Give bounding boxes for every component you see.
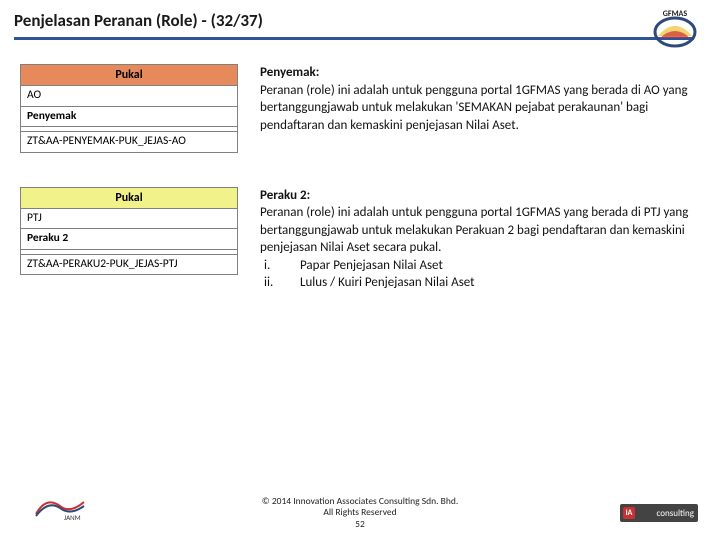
role-box-header: Pukal — [20, 187, 238, 209]
role-line: Penyemak — [20, 107, 238, 128]
role-line: PTJ — [20, 209, 238, 230]
role-description: Penyemak: Peranan (role) ini adalah untu… — [260, 64, 700, 153]
page-number: 52 — [0, 519, 720, 530]
desc-body: Peranan (role) ini adalah untuk pengguna… — [260, 205, 688, 255]
slide-header: Penjelasan Peranan (Role) - (32/37) GFMA… — [0, 0, 720, 46]
desc-title: Penyemak: — [260, 65, 319, 80]
gfmas-logo: GFMAS — [648, 6, 702, 50]
role-row: Pukal AO Penyemak ZT&AA-PENYEMAK-PUK_JEJ… — [20, 64, 700, 153]
role-box-header: Pukal — [20, 64, 238, 86]
role-line: Peraku 2 — [20, 229, 238, 250]
ia-consulting-logo: iA consulting — [620, 504, 698, 522]
desc-title: Peraku 2: — [260, 188, 310, 203]
role-row: Pukal PTJ Peraku 2 ZT&AA-PERAKU2-PUK_JEJ… — [20, 187, 700, 292]
role-box-penyemak: Pukal AO Penyemak ZT&AA-PENYEMAK-PUK_JEJ… — [20, 64, 238, 153]
sublist-text: Lulus / Kuiri Penjejasan Nilai Aset — [300, 274, 475, 292]
slide-title: Penjelasan Peranan (Role) - (32/37) — [14, 10, 706, 31]
ia-text: consulting — [657, 508, 695, 519]
role-line: ZT&AA-PENYEMAK-PUK_JEJAS-AO — [20, 132, 238, 153]
sublist-index: ii. — [264, 274, 300, 292]
title-underline — [14, 37, 694, 40]
sublist-item: ii. Lulus / Kuiri Penjejasan Nilai Aset — [264, 274, 700, 292]
role-box-peraku2: Pukal PTJ Peraku 2 ZT&AA-PERAKU2-PUK_JEJ… — [20, 187, 238, 292]
content-area: Pukal AO Penyemak ZT&AA-PENYEMAK-PUK_JEJ… — [0, 46, 720, 292]
desc-body: Peranan (role) ini adalah untuk pengguna… — [260, 83, 688, 133]
footer: © 2014 Innovation Associates Consulting … — [0, 496, 720, 530]
role-line: AO — [20, 86, 238, 107]
role-line: ZT&AA-PERAKU2-PUK_JEJAS-PTJ — [20, 255, 238, 276]
sublist-text: Papar Penjejasan Nilai Aset — [300, 257, 443, 275]
copyright-line2: All Rights Reserved — [0, 507, 720, 518]
ia-mark: iA — [623, 507, 635, 519]
svg-text:GFMAS: GFMAS — [663, 9, 688, 19]
desc-sublist: i. Papar Penjejasan Nilai Aset ii. Lulus… — [260, 257, 700, 292]
sublist-item: i. Papar Penjejasan Nilai Aset — [264, 257, 700, 275]
sublist-index: i. — [264, 257, 300, 275]
role-description: Peraku 2: Peranan (role) ini adalah untu… — [260, 187, 700, 292]
